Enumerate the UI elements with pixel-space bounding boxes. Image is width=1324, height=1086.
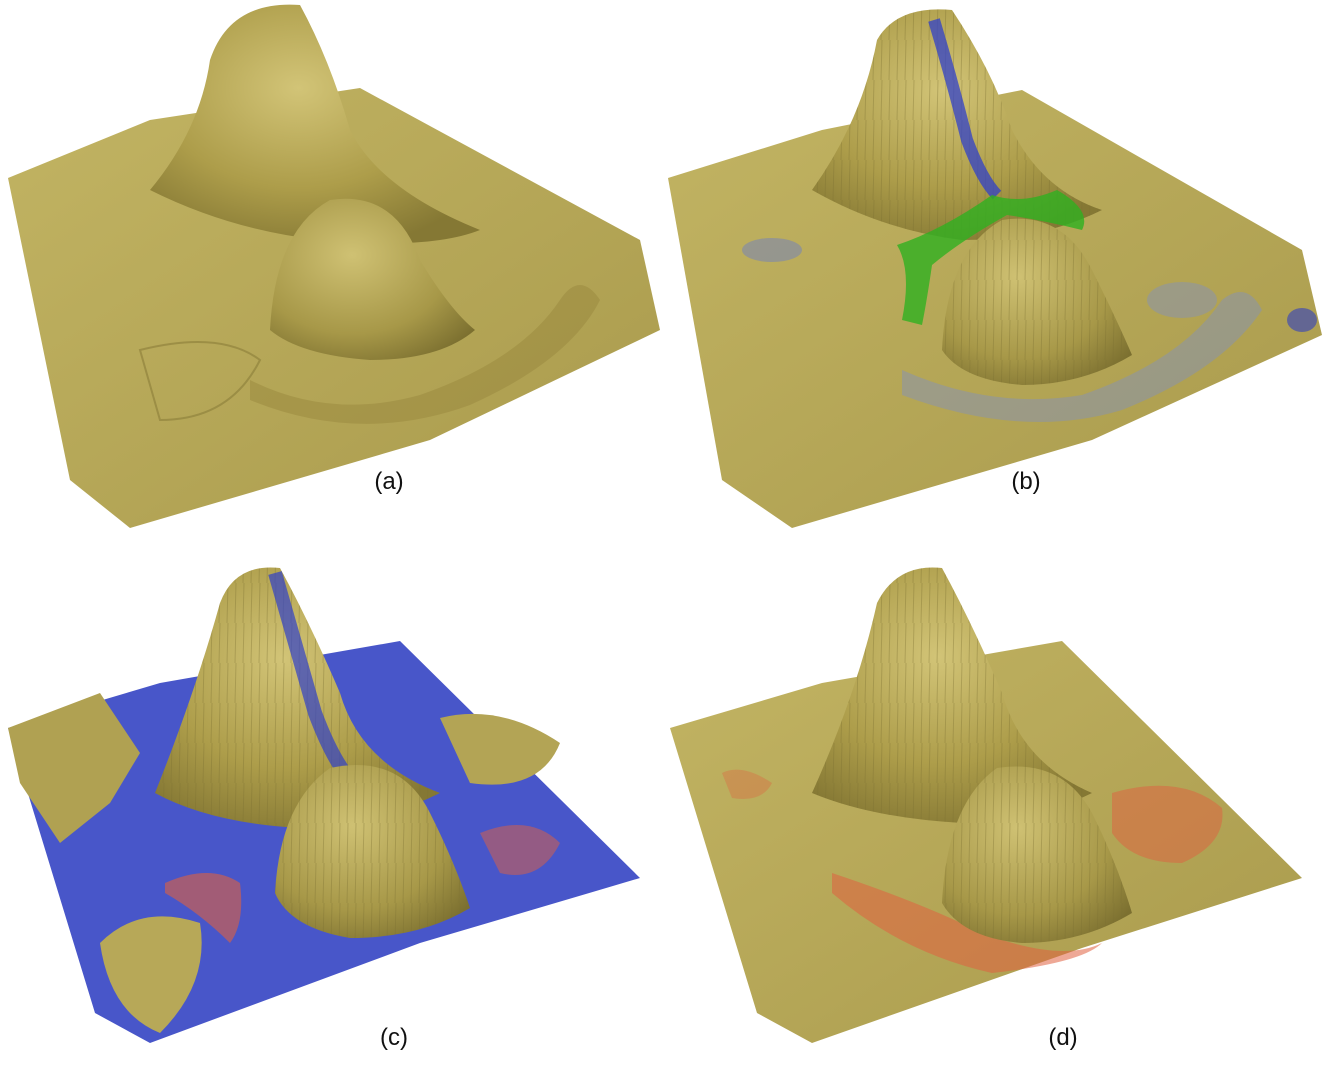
dome-streaks <box>942 766 1132 943</box>
mountain-peak <box>150 4 480 244</box>
terrain-render-b <box>668 9 1322 528</box>
terrain-island <box>8 693 140 843</box>
water-channel-blue <box>268 571 351 778</box>
terrain-render-d <box>670 567 1302 1043</box>
river-channel <box>250 285 600 424</box>
dome-streaks <box>942 218 1132 385</box>
panel-caption-d: (d) <box>1048 1024 1078 1051</box>
water-flow-green <box>897 190 1085 325</box>
dome-streaks <box>275 765 470 938</box>
panel-b: (b) <box>662 0 1324 543</box>
terrain-terraces <box>138 341 262 422</box>
sediment-red <box>832 873 1102 973</box>
panel-c: (c) <box>0 543 662 1086</box>
sediment-red <box>1112 785 1223 863</box>
pond-blue <box>1147 282 1217 318</box>
pond-blue <box>742 238 802 262</box>
sediment-red <box>165 873 242 943</box>
panel-a: (a) <box>0 0 662 543</box>
mountain-streaks <box>812 567 1092 823</box>
terrain-island <box>440 713 560 785</box>
dome-hill <box>270 198 475 360</box>
terrain-island <box>100 916 202 1033</box>
panel-caption-a: (a) <box>374 468 404 495</box>
sediment-red <box>480 825 560 875</box>
sediment-red <box>722 769 772 799</box>
pond-blue <box>1287 308 1317 332</box>
panel-d: (d) <box>662 543 1324 1086</box>
panel-caption-c: (c) <box>380 1024 408 1051</box>
water-channel-blue <box>928 18 1002 200</box>
terrain-render-a <box>8 4 660 528</box>
river-channel <box>902 292 1262 422</box>
panel-caption-b: (b) <box>1011 468 1041 495</box>
terrain-render-c <box>8 567 640 1043</box>
mountain-streaks <box>155 567 440 828</box>
